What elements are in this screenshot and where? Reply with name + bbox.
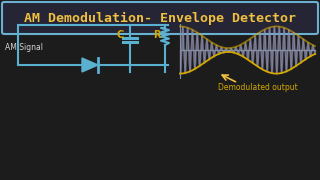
FancyBboxPatch shape <box>2 2 318 34</box>
Text: C: C <box>116 30 124 40</box>
Text: Demodulated output: Demodulated output <box>218 82 298 91</box>
Text: AM Demodulation- Envelope Detector: AM Demodulation- Envelope Detector <box>24 12 296 24</box>
Polygon shape <box>82 58 98 72</box>
Text: AM Signal: AM Signal <box>5 42 43 51</box>
Text: R: R <box>153 30 161 40</box>
